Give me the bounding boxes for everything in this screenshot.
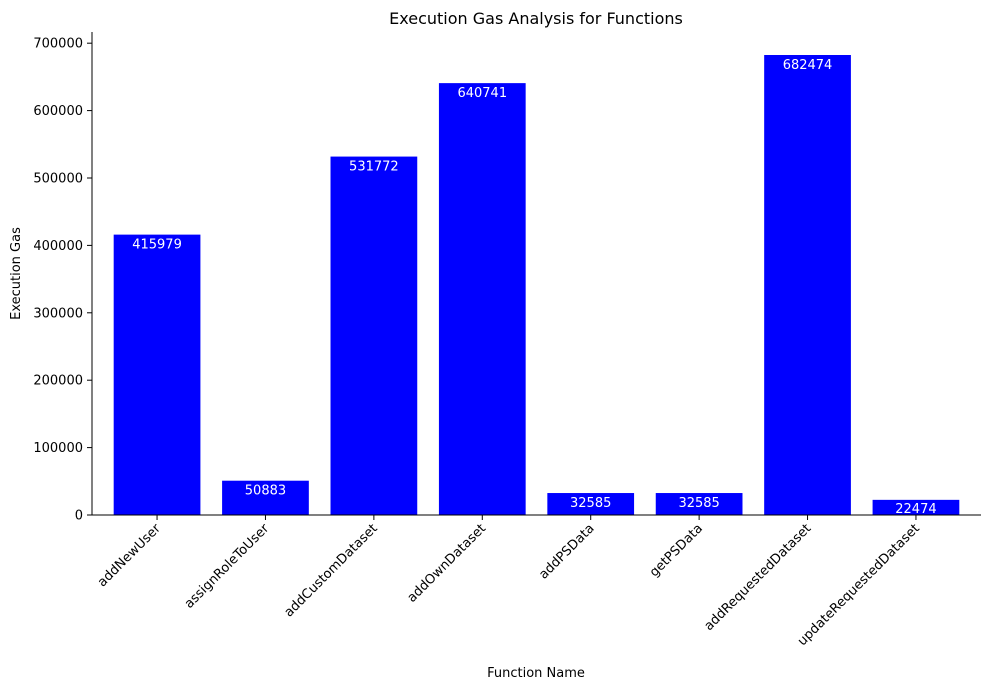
x-tick-label: addOwnDataset	[405, 521, 489, 605]
bar-addRequestedDataset	[764, 55, 851, 516]
bar-value-label: 50883	[245, 484, 286, 499]
bar-value-label: 415979	[132, 238, 182, 253]
y-tick-label: 600000	[33, 104, 83, 119]
chart-title: Execution Gas Analysis for Functions	[389, 9, 683, 28]
y-tick-label: 700000	[33, 37, 83, 52]
y-axis-label: Execution Gas	[9, 227, 24, 320]
x-tick-label: addRequestedDataset	[702, 521, 815, 634]
x-tick-label: addPSData	[536, 521, 597, 582]
bar-value-label: 640741	[457, 86, 507, 101]
bar-value-labels: 415979 50883 531772 640741 32585 32585 682474 2…	[132, 58, 936, 517]
bar-updateRequestedDataset	[872, 499, 960, 515]
y-tick-label: 500000	[33, 171, 83, 186]
x-axis-label: Function Name	[487, 666, 585, 681]
bar-getPSData	[655, 493, 743, 515]
bar-value-label: 32585	[570, 496, 611, 511]
x-tick-label: assignRoleToUser	[182, 521, 273, 612]
bar-value-label: 32585	[678, 496, 719, 511]
y-tick-label: 300000	[33, 306, 83, 321]
bars-group	[113, 55, 960, 516]
y-tick-label: 200000	[33, 374, 83, 389]
bar-value-label: 682474	[783, 58, 833, 73]
y-tick-label: 100000	[33, 441, 83, 456]
x-tick-label: updateRequestedDataset	[795, 521, 923, 649]
bar-addPSData	[547, 493, 635, 515]
x-tick-label: addNewUser	[95, 521, 164, 590]
x-tick-label: getPSData	[647, 521, 706, 580]
y-axis-ticks: 0 100000 200000 300000 400000 500000 600000 700…	[33, 37, 92, 524]
bar-addNewUser	[113, 234, 201, 516]
x-tick-label: addCustomDataset	[282, 521, 381, 620]
bar-value-label: 531772	[349, 160, 399, 175]
x-axis-ticks: addNewUser assignRoleToUser addCustomDatas…	[95, 515, 923, 649]
y-tick-label: 0	[75, 509, 83, 524]
y-tick-label: 400000	[33, 239, 83, 254]
bar-addCustomDataset	[330, 156, 418, 516]
bar-value-label: 22474	[895, 502, 936, 517]
bar-addOwnDataset	[438, 83, 526, 515]
bar-assignRoleToUser	[222, 480, 309, 515]
